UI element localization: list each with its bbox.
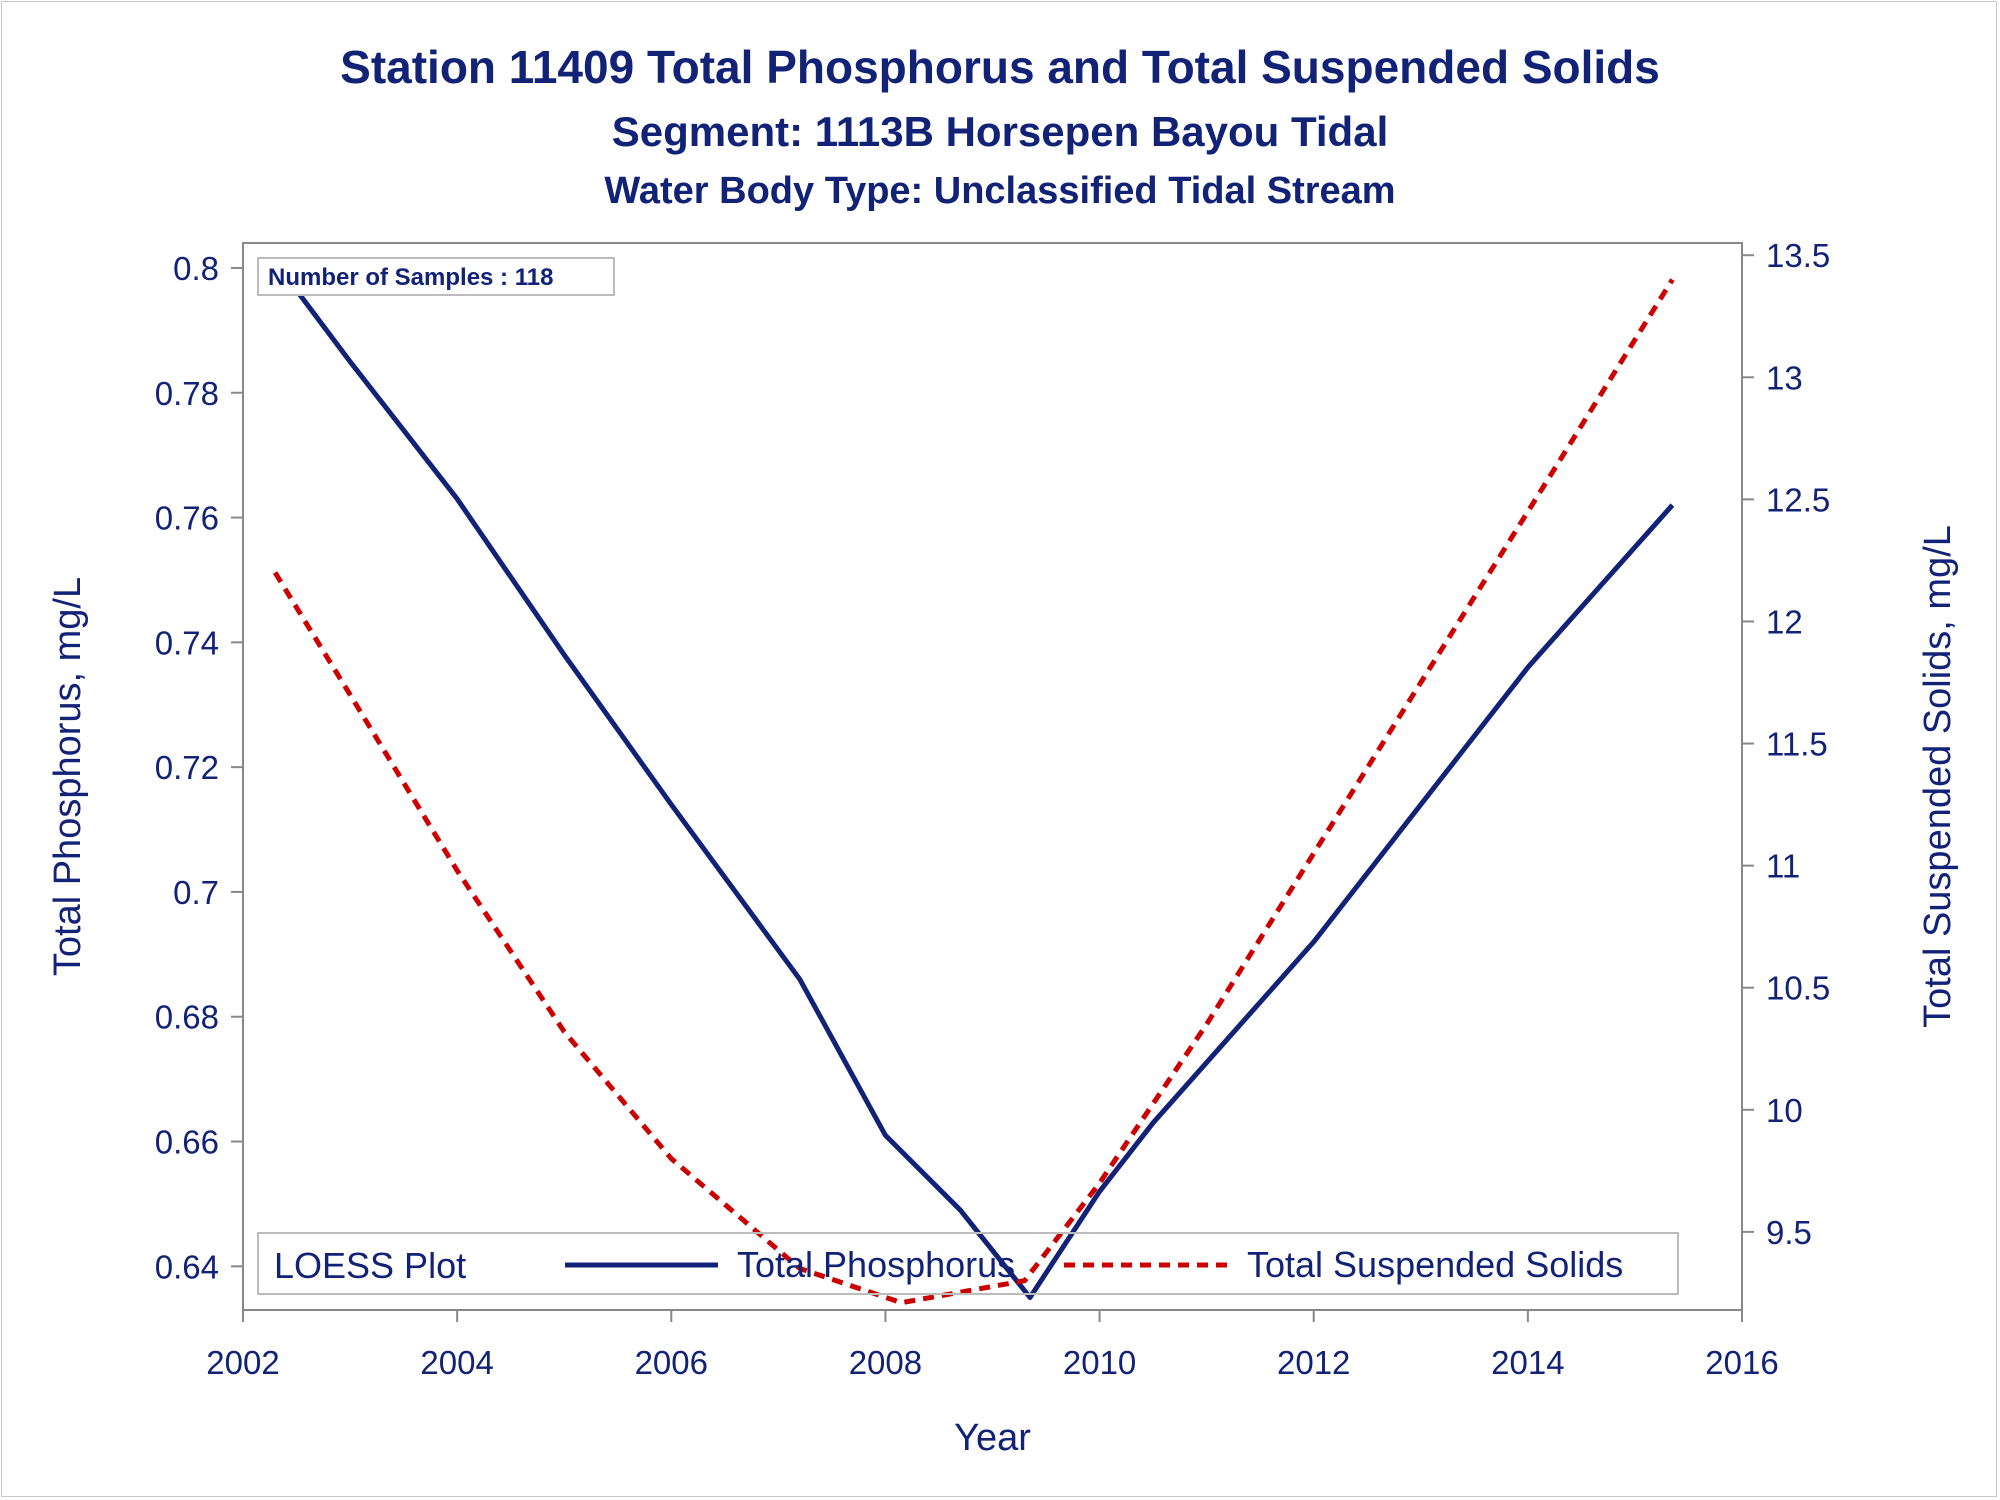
y-tick-label: 0.8	[173, 250, 219, 287]
chart-subtitle-segment: Segment: 1113B Horsepen Bayou Tidal	[611, 108, 1389, 155]
x-tick-label: 2008	[849, 1344, 922, 1381]
y-axis-label: Total Phosphorus, mg/L	[47, 577, 89, 976]
y-tick-label: 0.64	[155, 1248, 219, 1285]
y-tick-label: 0.68	[155, 999, 219, 1036]
y2-tick-label: 9.5	[1766, 1214, 1812, 1251]
sample-count-text: Number of Samples : 118	[268, 264, 553, 291]
x-tick-label: 2006	[635, 1344, 708, 1381]
y2-tick-label: 10.5	[1766, 970, 1830, 1007]
y2-tick-label: 11.5	[1766, 726, 1828, 763]
inset-box	[257, 257, 615, 296]
y2-tick-label: 13.5	[1766, 237, 1830, 274]
y2-tick-label: 10	[1766, 1092, 1803, 1129]
y-tick-label: 0.7	[173, 874, 219, 911]
y-tick-label: 0.72	[155, 749, 219, 786]
y-axis-left: 0.64 0.66 0.68 0.7 0.72 0.74 0.76 0.78 0.8	[155, 250, 243, 1285]
legend-box	[257, 1232, 1679, 1295]
y-tick-label: 0.78	[155, 375, 219, 412]
x-tick-label: 2002	[206, 1344, 279, 1381]
x-tick-label: 2010	[1063, 1344, 1136, 1381]
y-axis-right: 9.5 10 10.5 11 11.5 12 12.5 13 13.5	[1742, 237, 1830, 1251]
y-tick-label: 0.76	[155, 500, 219, 537]
y2-axis-label: Total Suspended Solids, mg/L	[1917, 525, 1959, 1028]
y-tick-label: 0.66	[155, 1124, 219, 1161]
x-tick-label: 2012	[1277, 1344, 1350, 1381]
y-tick-label: 0.74	[155, 624, 219, 661]
legend-title: LOESS Plot	[274, 1245, 466, 1286]
y2-tick-label: 13	[1766, 359, 1803, 396]
chart-title: Station 11409 Total Phosphorus and Total…	[340, 41, 1660, 93]
series-line-tss	[272, 278, 1675, 1306]
legend: LOESS Plot Total Phosphorus Total Suspen…	[257, 1232, 1679, 1295]
y2-tick-label: 12	[1766, 603, 1803, 640]
x-tick-label: 2004	[420, 1344, 493, 1381]
plot-area	[242, 242, 1743, 1311]
sample-count-inset: Number of Samples : 118	[257, 257, 615, 296]
series-layer	[272, 260, 1675, 1306]
legend-label-phosphorus: Total Phosphorus	[737, 1244, 1015, 1285]
y2-tick-label: 11	[1766, 848, 1800, 885]
legend-label-tss: Total Suspended Solids	[1247, 1244, 1623, 1285]
y2-tick-label: 12.5	[1766, 481, 1830, 518]
x-axis: 2002 2004 2006 2008 2010 2012 2014 2016	[206, 1310, 1779, 1381]
x-axis-label: Year	[954, 1417, 1031, 1459]
x-tick-label: 2014	[1491, 1344, 1564, 1381]
chart-subtitle-water-body: Water Body Type: Unclassified Tidal Stre…	[604, 170, 1396, 212]
x-tick-label: 2016	[1705, 1344, 1778, 1381]
series-line-phosphorus	[273, 260, 1675, 1300]
